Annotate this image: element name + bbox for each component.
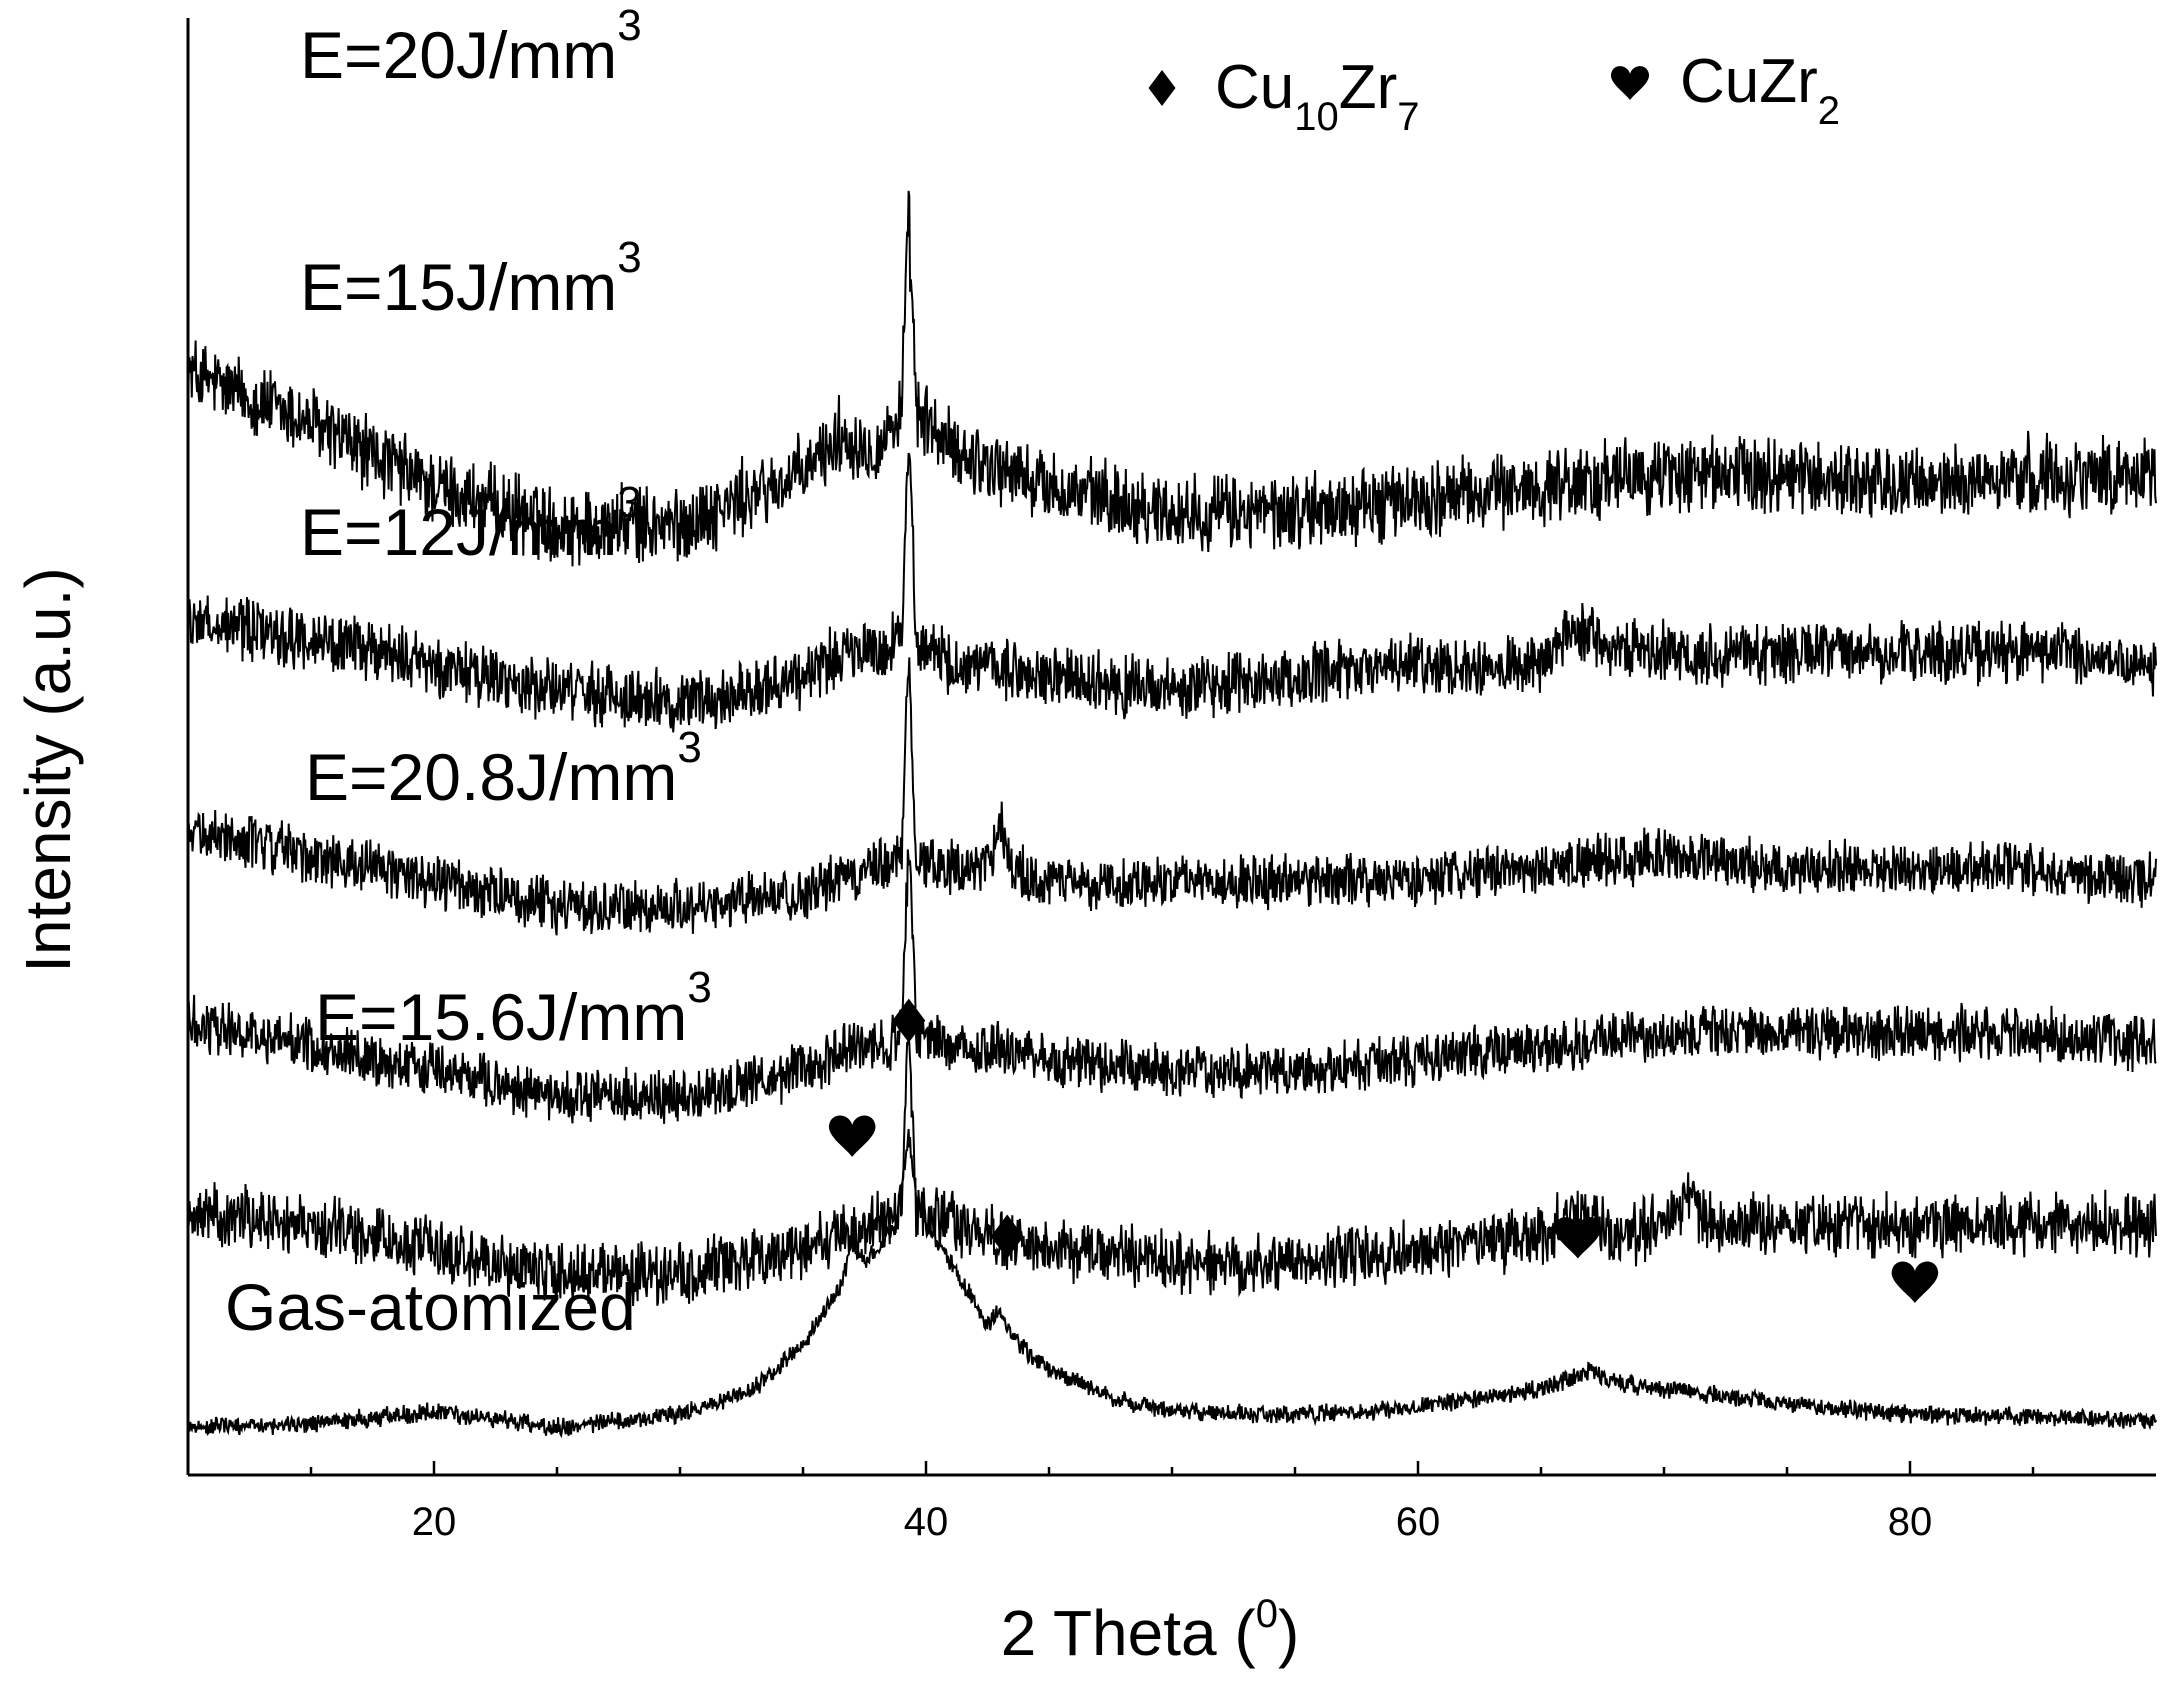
legend-heart-icon xyxy=(1610,66,1650,100)
legend-label: CuZr2 xyxy=(1680,47,1840,133)
x-tick-label: 60 xyxy=(1396,1500,1441,1544)
x-tick-label: 40 xyxy=(904,1500,949,1544)
series-label: E=20.8J/mm3 xyxy=(305,723,702,814)
legend-label: Cu10Zr7 xyxy=(1215,53,1420,139)
legend-diamond-icon xyxy=(1148,70,1176,106)
heart-marker xyxy=(1554,1217,1602,1259)
xrd-pattern-line xyxy=(187,657,2157,936)
x-axis-ticks: 20 40 60 80 xyxy=(309,1461,2035,1544)
xrd-pattern-line xyxy=(187,1129,2157,1439)
heart-marker xyxy=(828,1115,876,1157)
legend: Cu10Zr7 CuZr2 xyxy=(1148,47,1840,139)
x-tick-label: 80 xyxy=(1888,1500,1933,1544)
diamond-marker xyxy=(892,998,926,1043)
xrd-pattern-line xyxy=(187,1038,2157,1307)
xrd-pattern-line xyxy=(187,190,2157,567)
xrd-pattern-line xyxy=(187,452,2157,733)
series-labels: E=20J/mm3 E=15J/mm3 E=12J/mm3 E=20.8J/mm3 E=… xyxy=(225,1,712,1344)
phase-markers xyxy=(828,998,1939,1303)
series-label: E=20J/mm3 xyxy=(300,1,642,92)
xrd-pattern-line xyxy=(187,849,2157,1124)
series-label: E=15.6J/mm3 xyxy=(315,963,712,1054)
x-axis-label: 2 Theta (0) xyxy=(1001,1592,1300,1669)
diamond-marker xyxy=(990,1214,1024,1259)
series-label: E=15J/mm3 xyxy=(300,233,642,324)
y-axis-label: Intensity (a.u.) xyxy=(12,567,84,973)
series-label: E=12J/mm3 xyxy=(300,478,642,569)
series-label: Gas-atomized xyxy=(225,1270,636,1344)
heart-marker xyxy=(1891,1261,1939,1303)
plot-area xyxy=(187,190,2157,1439)
x-tick-label: 20 xyxy=(412,1500,457,1544)
